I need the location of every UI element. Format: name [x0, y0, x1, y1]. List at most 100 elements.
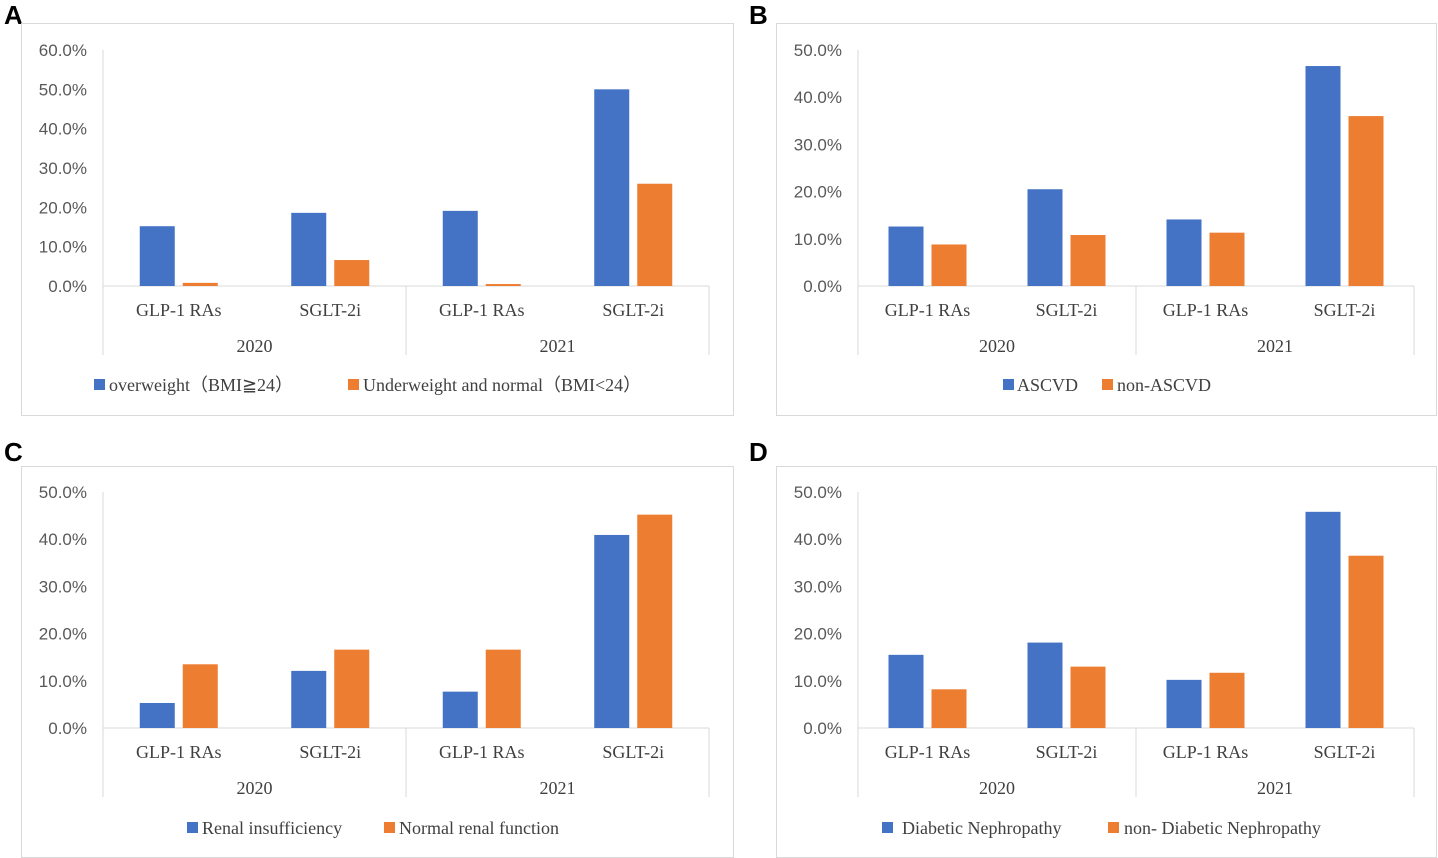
bar-series2	[1209, 232, 1245, 286]
y-tick-label: 20.0%	[39, 625, 87, 644]
legend-swatch	[348, 379, 359, 390]
y-tick-label: 30.0%	[794, 577, 842, 596]
y-tick-label: 10.0%	[39, 672, 87, 691]
bar-series2	[182, 664, 218, 728]
year-label: 2020	[237, 778, 273, 798]
category-label: SGLT-2i	[299, 742, 361, 762]
bar-series2	[1348, 555, 1384, 728]
bar-series1	[1305, 66, 1341, 286]
chart-panel-d: 0.0% 10.0% 20.0% 30.0% 40.0% 50.0% GLP-1 RAs SG…	[794, 483, 1415, 838]
chart-panel-b: 0.0% 10.0% 20.0% 30.0% 40.0% 50.0% GLP-1 RAs SG…	[794, 41, 1415, 395]
legend-swatch	[384, 822, 395, 833]
bar-series1	[888, 654, 924, 728]
bar-series1	[594, 534, 630, 728]
legend-swatch	[882, 822, 893, 833]
legend-label: ASCVD	[1017, 375, 1078, 395]
y-tick-label: 40.0%	[794, 530, 842, 549]
y-tick-label: 0.0%	[48, 719, 87, 738]
bar-series1	[1166, 679, 1202, 728]
bar-series2	[1348, 116, 1384, 286]
y-tick-label: 20.0%	[794, 625, 842, 644]
y-tick-label: 40.0%	[39, 530, 87, 549]
year-label: 2020	[979, 778, 1015, 798]
bar-series2	[334, 649, 370, 728]
bar-series1	[1305, 511, 1341, 728]
y-tick-label: 20.0%	[39, 198, 87, 217]
y-tick-label: 10.0%	[794, 230, 842, 249]
bar-series1	[1166, 219, 1202, 286]
panel-label-b: B	[749, 0, 768, 30]
year-label: 2021	[1257, 778, 1293, 798]
bar-series2	[182, 282, 218, 286]
legend-swatch	[1102, 379, 1113, 390]
category-label: SGLT-2i	[602, 300, 664, 320]
category-label: SGLT-2i	[1314, 742, 1376, 762]
bar-series1	[291, 212, 327, 286]
chart-panel-a: 0.0% 10.0% 20.0% 30.0% 40.0% 50.0% 60.0% GLP-1 …	[39, 41, 710, 395]
bar-series2	[1209, 672, 1245, 728]
legend-swatch	[187, 822, 198, 833]
bar-series1	[442, 210, 478, 286]
panel-label-a: A	[4, 0, 23, 30]
y-tick-label: 30.0%	[794, 135, 842, 154]
y-tick-label: 0.0%	[803, 719, 842, 738]
legend-swatch	[94, 379, 105, 390]
legend-swatch	[1003, 379, 1014, 390]
y-tick-label: 40.0%	[39, 120, 87, 139]
chart-panel-c: 0.0% 10.0% 20.0% 30.0% 40.0% 50.0% GLP-1 RAs SG…	[39, 483, 710, 838]
bar-series2	[1070, 235, 1106, 286]
year-label: 2020	[979, 336, 1015, 356]
year-label: 2021	[1257, 336, 1293, 356]
y-tick-label: 50.0%	[794, 41, 842, 60]
category-label: GLP-1 RAs	[136, 742, 222, 762]
bar-series1	[1027, 642, 1063, 728]
bar-series2	[931, 244, 967, 286]
year-label: 2021	[540, 336, 576, 356]
y-tick-label: 0.0%	[803, 277, 842, 296]
bar-series1	[139, 226, 175, 286]
y-tick-label: 60.0%	[39, 41, 87, 60]
year-label: 2020	[237, 336, 273, 356]
y-tick-label: 40.0%	[794, 88, 842, 107]
y-tick-label: 30.0%	[39, 577, 87, 596]
legend-label: Underweight and normal（BMI<24）	[363, 375, 641, 395]
bar-series1	[1027, 189, 1063, 286]
category-label: GLP-1 RAs	[885, 300, 971, 320]
category-label: GLP-1 RAs	[885, 742, 971, 762]
bar-series2	[931, 689, 967, 728]
category-label: SGLT-2i	[602, 742, 664, 762]
legend-label: overweight（BMI≧24）	[109, 375, 293, 395]
legend-label: non-ASCVD	[1117, 375, 1211, 395]
panel-label-d: D	[749, 437, 768, 467]
legend-label: Renal insufficiency	[202, 818, 342, 838]
legend-swatch	[1108, 822, 1119, 833]
category-label: GLP-1 RAs	[1163, 300, 1249, 320]
y-tick-label: 30.0%	[39, 159, 87, 178]
y-tick-label: 50.0%	[39, 80, 87, 99]
y-tick-label: 50.0%	[794, 483, 842, 502]
bar-series2	[485, 649, 521, 728]
bar-series1	[594, 89, 630, 286]
bar-series1	[139, 702, 175, 728]
y-tick-label: 50.0%	[39, 483, 87, 502]
category-label: GLP-1 RAs	[439, 300, 525, 320]
y-tick-label: 0.0%	[48, 277, 87, 296]
category-label: SGLT-2i	[299, 300, 361, 320]
y-tick-label: 20.0%	[794, 183, 842, 202]
category-label: SGLT-2i	[1314, 300, 1376, 320]
category-label: SGLT-2i	[1036, 300, 1098, 320]
category-label: GLP-1 RAs	[136, 300, 222, 320]
bar-series1	[442, 691, 478, 728]
bar-series2	[334, 260, 370, 286]
bar-series2	[1070, 666, 1106, 728]
legend-label: Normal renal function	[399, 818, 559, 838]
category-label: SGLT-2i	[1036, 742, 1098, 762]
bar-series2	[485, 284, 521, 286]
bar-series1	[888, 226, 924, 286]
bar-series2	[637, 183, 673, 286]
panel-label-c: C	[4, 437, 23, 467]
legend-label: Diabetic Nephropathy	[902, 818, 1061, 838]
category-label: GLP-1 RAs	[439, 742, 525, 762]
y-tick-label: 10.0%	[794, 672, 842, 691]
